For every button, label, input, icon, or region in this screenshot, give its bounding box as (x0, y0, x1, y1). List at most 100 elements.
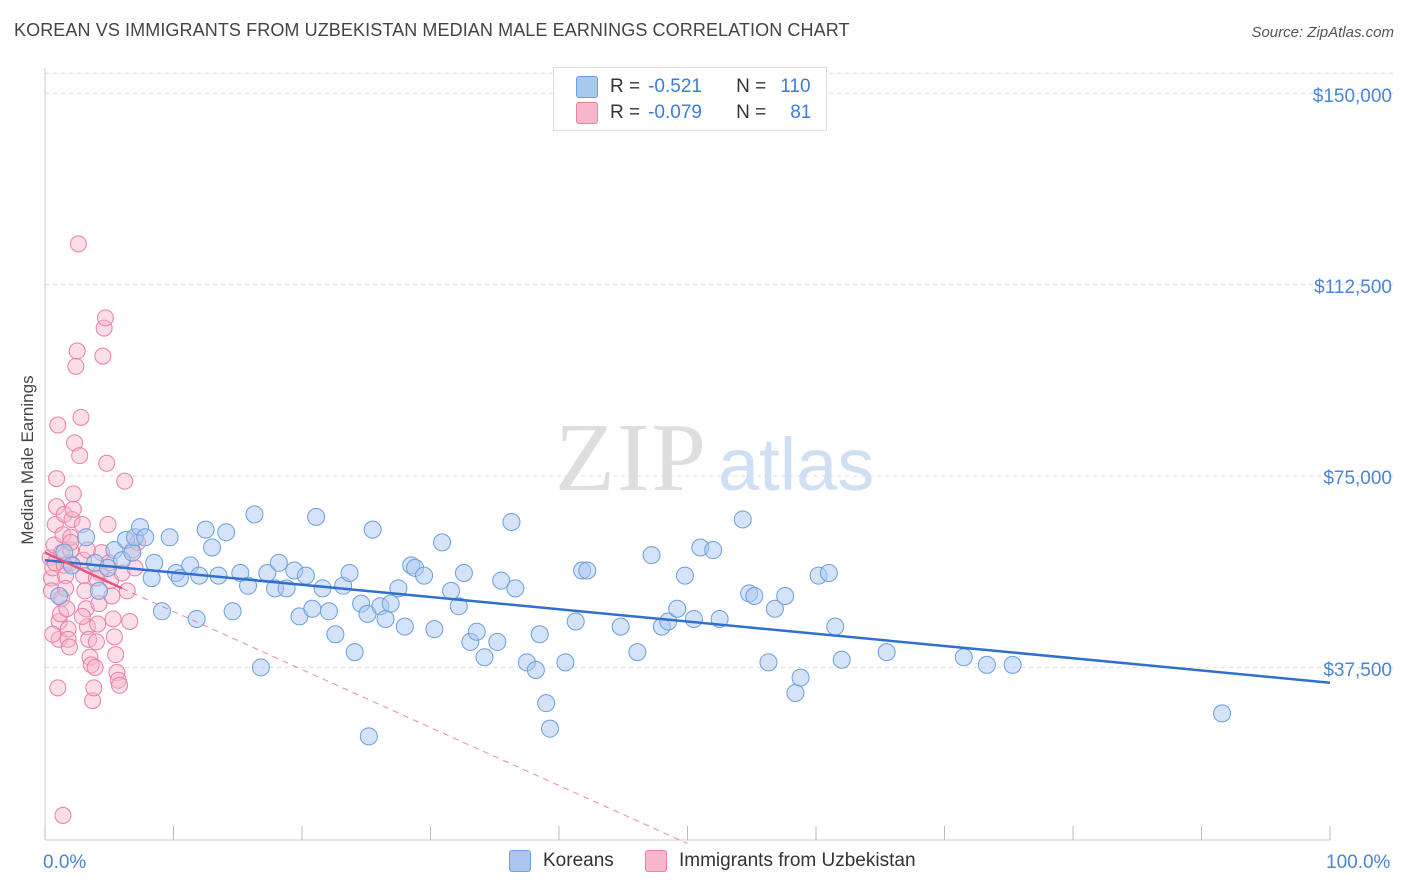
uzbekistan-point (66, 434, 84, 452)
korean-point (733, 510, 752, 529)
korean-point (642, 546, 661, 565)
uzbekistan-trend-extension (121, 587, 688, 844)
korean-point (506, 579, 525, 598)
korean-point (475, 648, 494, 667)
korean-point (1003, 655, 1022, 674)
korean-point (223, 602, 242, 621)
legend-n-value: 110 (780, 76, 811, 97)
korean-point (449, 597, 468, 616)
korean-point (454, 564, 473, 583)
legend-n-value: 81 (790, 102, 812, 123)
korean-point (326, 625, 345, 644)
legend-row-uzbekistan: R = -0.079 N = 81 (576, 101, 811, 125)
uzbekistan-point (99, 516, 117, 534)
korean-point (611, 617, 630, 636)
korean-point (826, 617, 845, 636)
y-tick-label: $150,000 (1312, 86, 1392, 107)
korean-point (345, 643, 364, 662)
korean-point (152, 602, 171, 621)
legend-swatch-pink (576, 102, 598, 124)
korean-point (425, 620, 444, 639)
korean-point (832, 650, 851, 669)
uzbekistan-point (96, 309, 114, 327)
korean-point (359, 727, 378, 746)
korean-point (704, 541, 723, 560)
uzbekistan-point (54, 806, 72, 824)
korean-point (203, 538, 222, 557)
korean-point (578, 561, 597, 580)
korean-point (145, 553, 164, 572)
korean-point (77, 528, 96, 547)
korean-point (239, 576, 258, 595)
uzbekistan-point (84, 692, 102, 710)
uzbekistan-point (98, 454, 116, 472)
korean-point (786, 683, 805, 702)
legend-n-label: N = (736, 76, 767, 97)
korean-point (526, 660, 545, 679)
legend-r-value: -0.521 (648, 76, 702, 97)
legend-row-koreans: R = -0.521 N = 110 (576, 75, 811, 99)
korean-point (502, 512, 521, 531)
uzbekistan-point (48, 470, 66, 488)
korean-point (628, 643, 647, 662)
uzbekistan-point (89, 615, 107, 633)
korean-point (776, 586, 795, 605)
uzbekistan-points (41, 235, 147, 824)
y-axis-label: Median Male Earnings (18, 375, 37, 545)
korean-point (488, 632, 507, 651)
korean-point (745, 586, 764, 605)
korean-points (50, 505, 1232, 746)
uzbekistan-point (49, 679, 67, 697)
uzbekistan-point (86, 658, 104, 676)
legend-r-label: R = (610, 102, 641, 123)
source-credit: Source: ZipAtlas.com (1251, 24, 1394, 41)
watermark-atlas: atlas (718, 423, 874, 506)
korean-point (759, 653, 778, 672)
uzbekistan-point (67, 357, 85, 375)
uzbekistan-point (44, 625, 62, 643)
korean-point (684, 609, 703, 628)
korean-point (415, 566, 434, 585)
uzbekistan-point (68, 342, 86, 360)
korean-point (160, 528, 179, 547)
uzbekistan-point (64, 485, 82, 503)
uzbekistan-point (85, 679, 103, 697)
korean-point (245, 505, 264, 524)
trend-lines (44, 551, 1331, 844)
legend-r-value: -0.079 (648, 102, 702, 123)
legend-swatch-koreans (509, 850, 531, 872)
uzbekistan-point (105, 628, 123, 646)
korean-point (251, 658, 270, 677)
korean-point (467, 622, 486, 641)
korean-point (340, 564, 359, 583)
axes (44, 68, 1331, 841)
korean-point (296, 566, 315, 585)
korean-point (303, 599, 322, 618)
korean-point (556, 653, 575, 672)
korean-point (395, 617, 414, 636)
uzbekistan-point (59, 620, 77, 638)
korean-point (433, 533, 452, 552)
legend-label-koreans: Koreans (543, 850, 614, 871)
uzbekistan-point (107, 646, 125, 664)
chart-title: KOREAN VS IMMIGRANTS FROM UZBEKISTAN MED… (14, 20, 850, 40)
korean-trend-line (44, 559, 1331, 684)
korean-point (307, 507, 326, 526)
legend-label-uzbekistan: Immigrants from Uzbekistan (679, 850, 916, 871)
legend-n-label: N = (736, 102, 767, 123)
uzbekistan-point (104, 610, 122, 628)
uzbekistan-trend-line (44, 551, 123, 590)
x-tick-label-max: 100.0% (1326, 852, 1391, 873)
korean-point (954, 648, 973, 667)
korean-point (196, 520, 215, 539)
uzbekistan-point (94, 347, 112, 365)
korean-point (89, 581, 108, 600)
legend-item-uzbekistan: Immigrants from Uzbekistan (645, 850, 916, 872)
korean-point (381, 594, 400, 613)
korean-point (442, 581, 461, 600)
y-tick-label: $37,500 (1323, 660, 1392, 681)
korean-point (877, 643, 896, 662)
watermark: ZIP atlas (555, 404, 874, 512)
korean-point (123, 543, 142, 562)
